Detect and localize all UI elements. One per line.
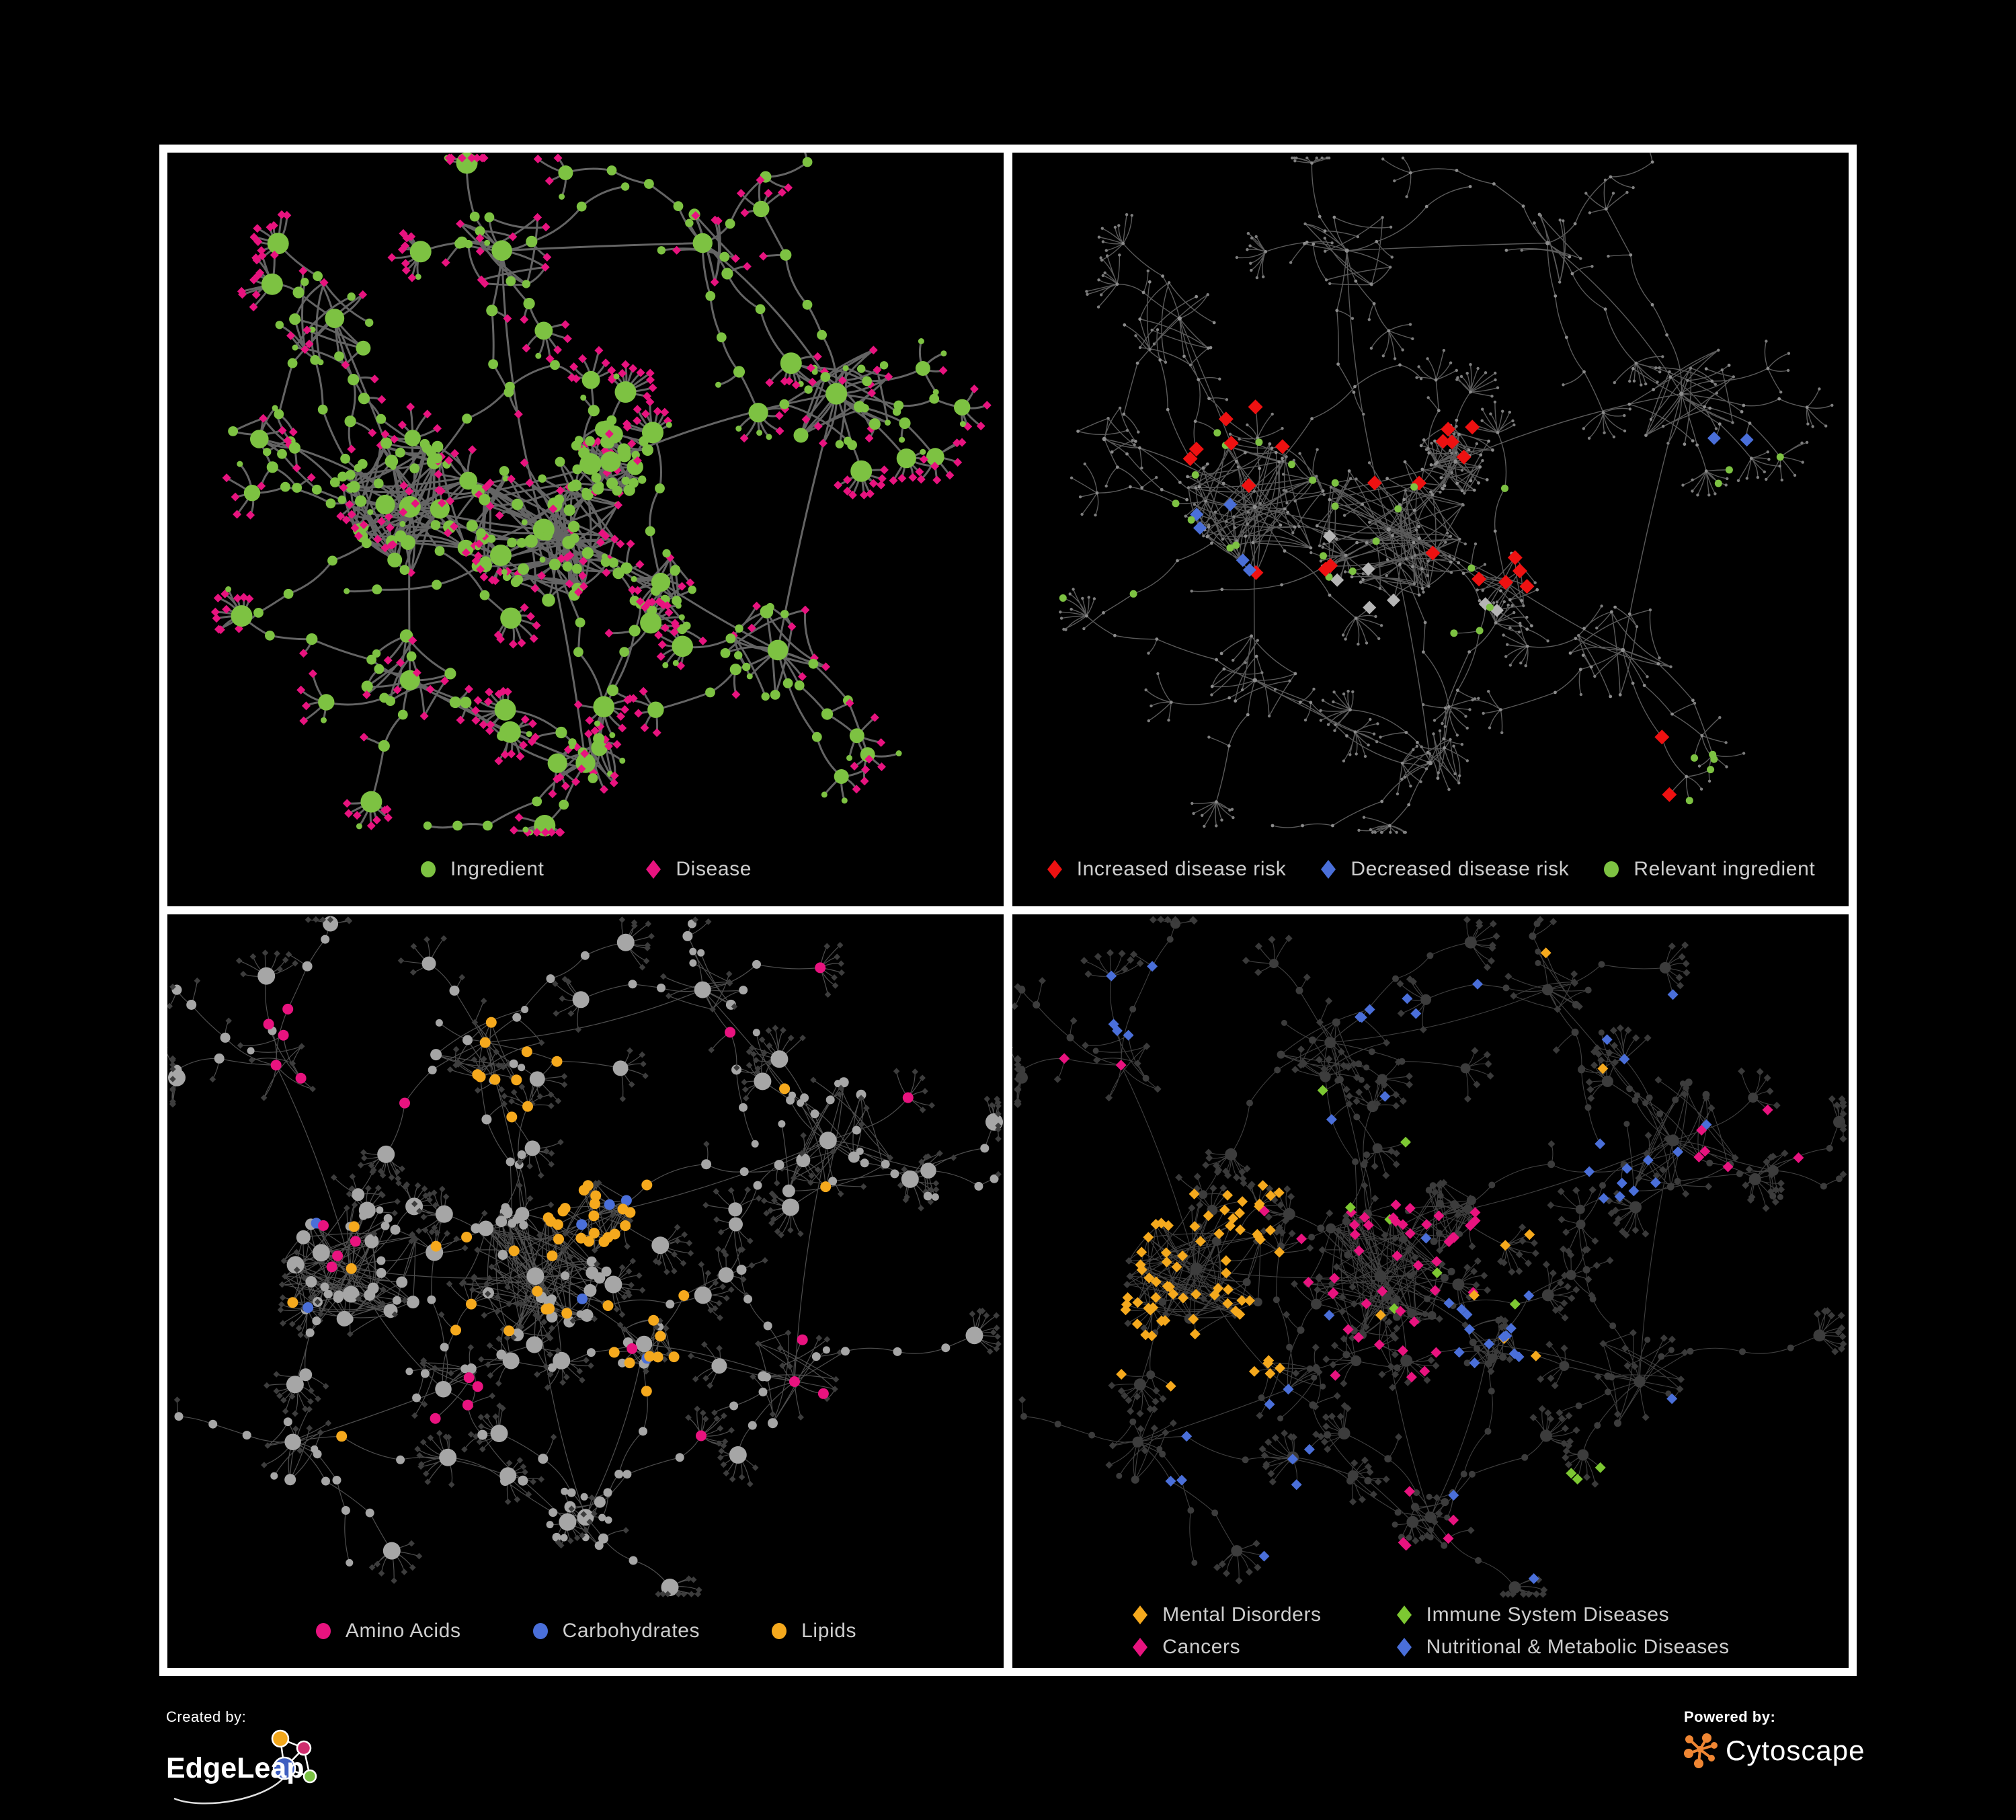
legend-disease-risk: Increased disease risk Decreased disease… [1012, 858, 1849, 881]
legend-item: Increased disease risk [1046, 858, 1287, 881]
mental-disorders-diamond-marker-icon [1133, 1606, 1148, 1624]
network-graph-nutrient-classes [167, 916, 1003, 1597]
legend-item: Immune System Diseases [1396, 1604, 1730, 1626]
panel-disease-risk: Increased disease risk Decreased disease… [1004, 145, 1857, 914]
legend-ingredient-disease: Ingredient Disease [167, 858, 1004, 881]
cytoscape-wordmark: Cytoscape [1726, 1735, 1865, 1766]
powered-by-label: Powered by: [1684, 1708, 1776, 1725]
legend-item: Nutritional & Metabolic Diseases [1396, 1636, 1730, 1659]
edgeleap-network-icon [271, 1729, 317, 1784]
legend-label: Carbohydrates [562, 1620, 700, 1642]
carbohydrates-circle-marker-icon [532, 1623, 548, 1639]
edgeleap-swoosh [173, 1771, 290, 1805]
immune-diseases-diamond-marker-icon [1396, 1606, 1412, 1624]
increased-risk-diamond-marker-icon [1047, 860, 1062, 879]
legend-item: Amino Acids [315, 1620, 461, 1643]
nutritional-metabolic-diamond-marker-icon [1396, 1638, 1412, 1657]
disease-diamond-marker-icon [646, 860, 661, 879]
cytoscape-icon [1684, 1733, 1718, 1768]
network-graph-disease-risk [1059, 153, 1834, 834]
network-graph-ingredient-disease [210, 153, 992, 837]
edgeleap-logo: EdgeLeap [166, 1729, 317, 1805]
legend-label: Relevant ingredient [1634, 858, 1816, 880]
panel-ingredient-disease: Ingredient Disease [159, 145, 1012, 914]
legend-disease-classes: Mental Disorders Immune System Diseases … [1012, 1604, 1849, 1659]
legend-label: Amino Acids [345, 1620, 461, 1642]
amino-acids-circle-marker-icon [315, 1623, 331, 1639]
legend-label: Immune System Diseases [1426, 1604, 1670, 1626]
edgeleap-wordmark: EdgeLeap [166, 1752, 305, 1784]
legend-item: Ingredient [419, 858, 544, 881]
created-by-block: Created by: EdgeLeap [166, 1708, 448, 1809]
network-graph-disease-classes [1012, 916, 1847, 1598]
panel-nutrient-classes: Amino Acids Carbohydrates Lipids [159, 906, 1012, 1676]
legend-item: Carbohydrates [532, 1620, 700, 1643]
created-by-label: Created by: [166, 1708, 247, 1725]
lipids-circle-marker-icon [772, 1623, 787, 1639]
powered-by-block: Powered by: Cytoscape [1684, 1708, 1872, 1796]
legend-nutrient-classes: Amino Acids Carbohydrates Lipids [167, 1620, 1004, 1643]
legend-item: Lipids [770, 1620, 856, 1643]
decreased-risk-diamond-marker-icon [1321, 860, 1336, 879]
legend-label: Cancers [1162, 1636, 1241, 1658]
legend-item: Disease [645, 858, 752, 881]
legend-label: Decreased disease risk [1350, 858, 1570, 880]
panel-disease-classes: Mental Disorders Immune System Diseases … [1004, 906, 1857, 1676]
legend-item: Decreased disease risk [1320, 858, 1569, 881]
legend-label: Nutritional & Metabolic Diseases [1426, 1636, 1730, 1658]
relevant-ingredient-circle-marker-icon [1604, 861, 1619, 877]
legend-label: Increased disease risk [1076, 858, 1287, 880]
legend-item: Cancers [1131, 1636, 1321, 1659]
legend-item: Mental Disorders [1131, 1604, 1321, 1626]
ingredient-circle-marker-icon [420, 861, 436, 877]
legend-label: Lipids [801, 1620, 857, 1642]
cancers-diamond-marker-icon [1133, 1638, 1148, 1657]
legend-label: Mental Disorders [1162, 1604, 1322, 1626]
legend-label: Disease [676, 858, 752, 880]
legend-item: Relevant ingredient [1603, 858, 1815, 881]
legend-label: Ingredient [450, 858, 545, 880]
